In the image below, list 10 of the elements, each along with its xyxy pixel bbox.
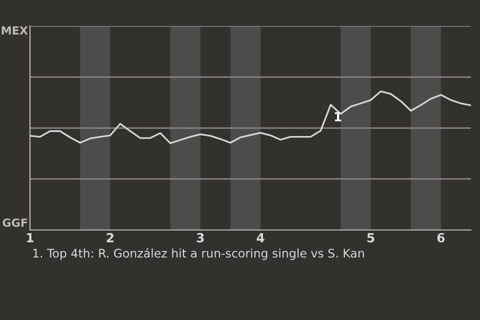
x-tick-label: 1 [27, 233, 34, 242]
x-tick-label: 4 [256, 233, 264, 242]
x-tick-label: 2 [106, 233, 114, 242]
text: GGF [2, 218, 28, 227]
x-tick-label: 3 [196, 233, 204, 242]
text: 1. Top 4th: R. González hit a run-scoring single vs S. Kan [33, 248, 364, 260]
x-tick-label: 6 [437, 233, 445, 242]
x-tick-label: 5 [367, 233, 374, 242]
annotation: 1 [334, 112, 342, 122]
text: MEX [2, 26, 28, 34]
